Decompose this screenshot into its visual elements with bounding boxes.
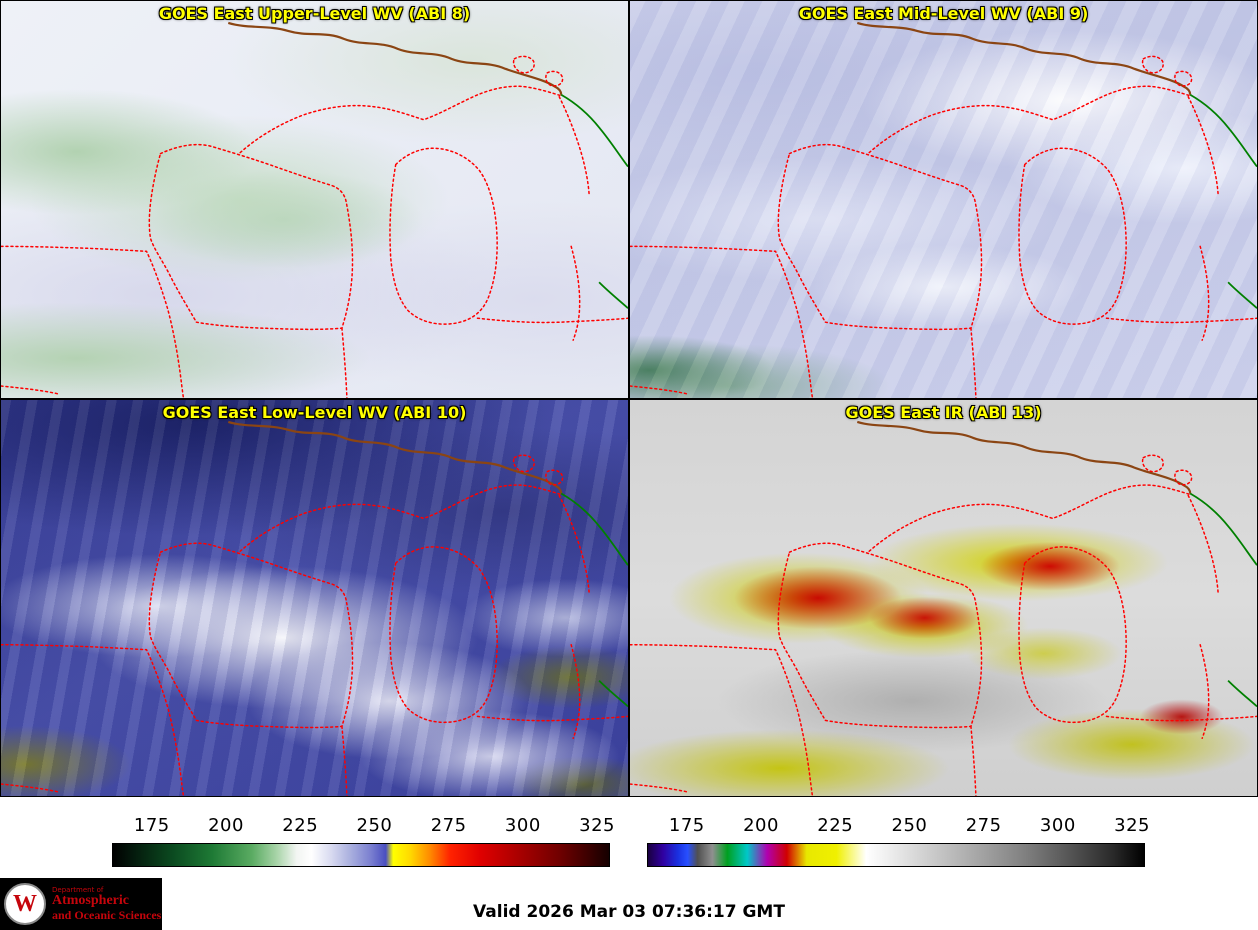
- tick-label: 325: [579, 815, 615, 836]
- tick-label: 175: [668, 815, 705, 836]
- logo-name-line2: and Oceanic Sciences: [52, 907, 162, 922]
- wv-colorbar: [112, 843, 610, 867]
- tick-label: 200: [743, 815, 779, 836]
- wv-colorbar-ticks: 175 200 225 250 275 300 325: [112, 815, 615, 843]
- panel-ir: GOES East IR (ABI 13): [630, 400, 1257, 796]
- tick-label: 275: [430, 815, 467, 836]
- footer: W Department of Atmospheric and Oceanic …: [0, 868, 1258, 930]
- logo-dept-line: Department of: [52, 885, 104, 894]
- uw-crest-icon: W: [4, 883, 46, 925]
- valid-time-label: Valid 2026 Mar 03 07:36:17 GMT: [473, 902, 785, 922]
- tick-label: 175: [133, 815, 170, 836]
- uw-crest-monogram: W: [13, 891, 37, 917]
- map-boundaries-overlay: [1, 420, 628, 796]
- tick-label: 225: [282, 815, 319, 836]
- tick-label: 275: [965, 815, 1002, 836]
- map-boundaries-overlay: [630, 420, 1257, 796]
- panel-low-level-wv: GOES East Low-Level WV (ABI 10): [1, 400, 628, 796]
- tick-label: 250: [891, 815, 928, 836]
- map-boundaries-overlay: [1, 21, 628, 398]
- panel-title-mid-level-wv: GOES East Mid-Level WV (ABI 9): [798, 4, 1089, 23]
- tick-label: 300: [1039, 815, 1076, 836]
- panel-upper-level-wv: GOES East Upper-Level WV (ABI 8): [1, 1, 628, 398]
- tick-label: 200: [208, 815, 244, 836]
- tick-label: 300: [504, 815, 541, 836]
- ir-colorbar: [647, 843, 1145, 867]
- panel-mid-level-wv: GOES East Mid-Level WV (ABI 9): [630, 1, 1257, 398]
- ir-colorbar-ticks: 175 200 225 250 275 300 325: [647, 815, 1150, 843]
- tick-label: 225: [817, 815, 854, 836]
- wv-colorbar-block: 175 200 225 250 275 300 325: [0, 815, 629, 867]
- tick-label: 325: [1114, 815, 1150, 836]
- panel-title-ir: GOES East IR (ABI 13): [845, 403, 1042, 422]
- colorbar-section: 175 200 225 250 275 300 325 175 200 225 …: [0, 815, 1258, 867]
- map-boundaries-overlay: [630, 21, 1257, 398]
- satellite-panel-grid: GOES East Upper-Level WV (ABI 8) GOES Ea…: [0, 0, 1258, 797]
- tick-label: 250: [356, 815, 393, 836]
- logo-name-line1: Atmospheric: [52, 893, 129, 909]
- aos-department-logo: W Department of Atmospheric and Oceanic …: [0, 878, 162, 930]
- panel-title-upper-level-wv: GOES East Upper-Level WV (ABI 8): [158, 4, 471, 23]
- ir-colorbar-block: 175 200 225 250 275 300 325: [629, 815, 1258, 867]
- panel-title-low-level-wv: GOES East Low-Level WV (ABI 10): [162, 403, 467, 422]
